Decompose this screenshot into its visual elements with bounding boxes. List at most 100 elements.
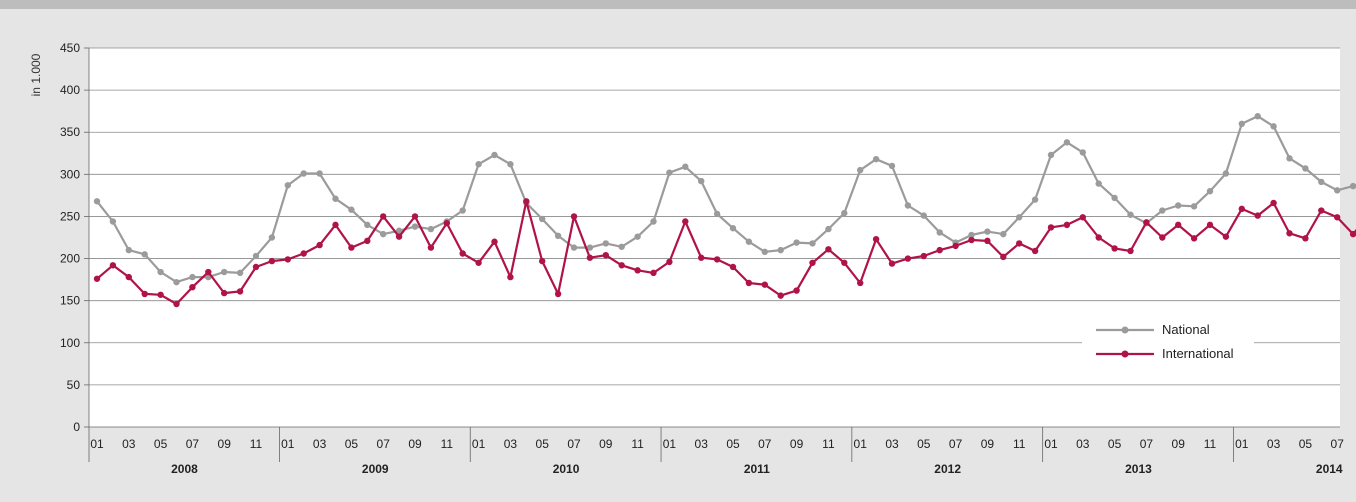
- data-point: [332, 221, 339, 229]
- data-point: [904, 255, 912, 262]
- data-point: [1127, 211, 1134, 218]
- data-point: [1159, 207, 1166, 214]
- data-point: [1063, 139, 1071, 146]
- x-tick-label: 05: [726, 437, 740, 451]
- data-point: [872, 155, 880, 163]
- data-point: [666, 169, 673, 176]
- x-tick-label: 05: [1108, 437, 1122, 451]
- x-tick-label: 03: [313, 437, 327, 451]
- x-tick-label: 11: [1204, 437, 1217, 451]
- data-point: [825, 246, 832, 253]
- x-tick-label: 03: [504, 437, 518, 451]
- year-label: 2014: [1316, 462, 1343, 476]
- data-point: [348, 244, 355, 251]
- data-point: [380, 230, 387, 238]
- data-point: [1270, 199, 1277, 207]
- legend-label: National: [1162, 322, 1210, 337]
- y-tick-label: 350: [60, 125, 80, 139]
- data-point: [221, 289, 228, 297]
- data-point: [1254, 113, 1261, 120]
- data-point: [268, 257, 276, 265]
- data-point: [411, 223, 419, 230]
- year-label: 2011: [744, 462, 770, 476]
- data-point: [698, 177, 705, 185]
- year-label: 2009: [362, 462, 389, 476]
- x-tick-label: 07: [567, 437, 581, 451]
- data-point: [920, 252, 927, 260]
- data-point: [475, 161, 482, 168]
- data-point: [857, 166, 864, 174]
- x-tick-label: 03: [885, 437, 899, 451]
- data-point: [395, 233, 403, 240]
- data-point: [93, 198, 101, 205]
- x-axis: 01 03 05 07 09 11 2008 01 03 05 07 09 11 2009 01 03 05 07…: [90, 427, 1344, 476]
- y-tick-label: 400: [60, 83, 80, 97]
- data-point: [189, 273, 196, 281]
- data-point: [650, 218, 657, 225]
- data-point: [920, 212, 927, 219]
- x-tick-label: 09: [599, 437, 613, 451]
- data-point: [888, 162, 896, 170]
- data-point: [857, 279, 864, 287]
- data-point: [1031, 196, 1039, 203]
- data-point: [364, 237, 371, 245]
- data-point: [284, 182, 291, 189]
- data-point: [841, 209, 848, 217]
- data-point: [141, 251, 148, 258]
- x-tick-label: 11: [631, 437, 644, 451]
- data-point: [284, 256, 291, 263]
- data-point: [1190, 203, 1198, 210]
- data-point: [968, 236, 975, 244]
- data-point: [109, 218, 117, 225]
- x-tick-label: 11: [250, 437, 263, 451]
- data-point: [570, 213, 578, 220]
- data-point: [809, 240, 816, 247]
- x-tick-label: 05: [154, 437, 168, 451]
- data-point: [427, 225, 435, 233]
- data-point: [459, 207, 466, 214]
- data-point: [1079, 149, 1087, 156]
- data-point: [793, 287, 800, 294]
- x-tick-label: 11: [1013, 437, 1026, 451]
- data-point: [554, 290, 562, 298]
- y-tick-label: 200: [60, 252, 80, 266]
- data-point: [586, 254, 594, 261]
- data-point: [1286, 155, 1293, 162]
- data-point: [1334, 214, 1341, 221]
- data-point: [141, 290, 148, 298]
- data-point: [968, 231, 975, 239]
- grid-lines: [89, 47, 1340, 428]
- data-point: [761, 248, 768, 256]
- x-tick-label: 09: [981, 437, 995, 451]
- y-tick-label: 250: [60, 209, 80, 223]
- data-point: [539, 257, 546, 265]
- x-tick-label: 07: [186, 437, 200, 451]
- data-point: [1047, 151, 1055, 159]
- data-point: [602, 240, 609, 247]
- data-point: [984, 237, 991, 245]
- data-point: [236, 269, 244, 277]
- data-point: [1095, 180, 1102, 187]
- data-point: [523, 198, 530, 205]
- data-point: [698, 254, 705, 261]
- data-point: [618, 243, 625, 250]
- data-point: [173, 278, 180, 286]
- x-tick-label: 03: [695, 437, 709, 451]
- data-point: [745, 279, 753, 287]
- data-point: [300, 250, 307, 257]
- data-point: [984, 228, 991, 235]
- data-point: [1302, 235, 1309, 242]
- data-point: [1047, 224, 1055, 231]
- data-point: [348, 206, 355, 213]
- data-point: [1016, 240, 1023, 247]
- data-point: [1095, 234, 1102, 241]
- data-point: [777, 292, 784, 299]
- data-point: [904, 202, 912, 209]
- y-axis: 0 50 100 150 200 250 300 350 400 450: [60, 41, 90, 462]
- data-point: [411, 213, 419, 220]
- x-tick-label: 03: [122, 437, 136, 451]
- x-tick-label: 05: [917, 437, 931, 451]
- year-label: 2012: [934, 462, 961, 476]
- data-point: [809, 259, 816, 266]
- legend-swatch-marker: [1121, 326, 1129, 334]
